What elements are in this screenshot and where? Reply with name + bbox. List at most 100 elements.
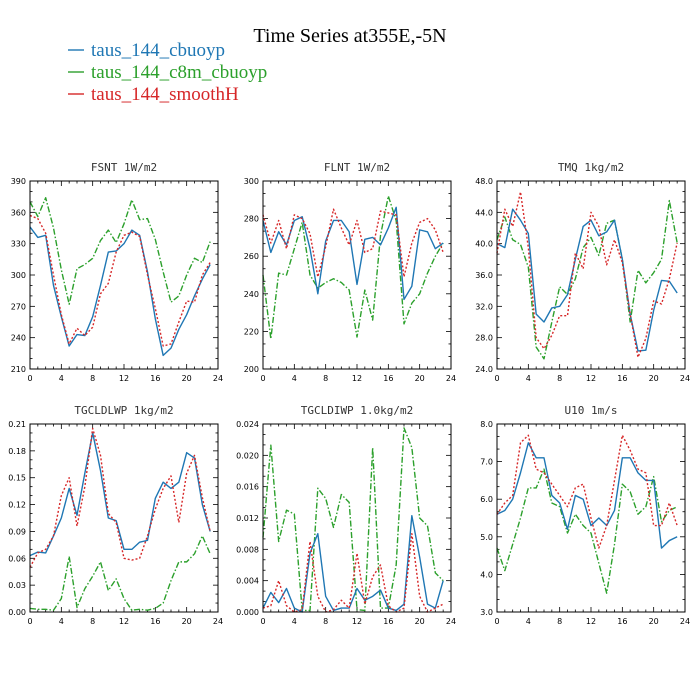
x-tick-label: 0 xyxy=(494,617,499,626)
y-tick-label: 24.0 xyxy=(475,365,493,374)
y-tick-label: 0.21 xyxy=(8,420,26,429)
y-tick-label: 0.020 xyxy=(236,451,259,460)
x-tick-label: 24 xyxy=(446,374,456,383)
panel-title: TGCLDLWP 1kg/m2 xyxy=(74,404,173,417)
legend-item: taus_144_smoothH xyxy=(68,84,239,105)
y-tick-label: 4.0 xyxy=(480,570,493,579)
series-line xyxy=(496,199,678,360)
series-line xyxy=(262,206,444,301)
x-tick-label: 4 xyxy=(526,374,531,383)
y-tick-label: 28.0 xyxy=(475,334,493,343)
y-tick-label: 40.0 xyxy=(475,240,493,249)
legend-label: taus_144_smoothH xyxy=(91,84,239,105)
x-tick-label: 12 xyxy=(352,617,362,626)
y-tick-label: 0.06 xyxy=(8,554,26,563)
x-tick-label: 12 xyxy=(586,374,596,383)
series-line xyxy=(262,532,444,613)
x-tick-label: 4 xyxy=(292,617,297,626)
panels: FSNT 1W/m20 4 8 12 16 20 242102402703003303603… xyxy=(8,161,690,626)
legend-item: taus_144_cbuoyp xyxy=(68,40,225,61)
y-tick-label: 220 xyxy=(244,327,259,336)
x-tick-label: 24 xyxy=(213,617,223,626)
series-line xyxy=(262,195,444,340)
x-tick-label: 12 xyxy=(119,617,129,626)
y-tick-label: 280 xyxy=(244,215,259,224)
y-tick-label: 0.012 xyxy=(236,514,259,523)
y-tick-label: 300 xyxy=(244,177,259,186)
y-tick-label: 0.004 xyxy=(236,577,259,586)
y-tick-label: 0.15 xyxy=(8,474,26,483)
x-tick-label: 4 xyxy=(292,374,297,383)
x-tick-label: 20 xyxy=(182,374,192,383)
panel-title: TGCLDIWP 1.0kg/m2 xyxy=(301,404,414,417)
x-tick-label: 24 xyxy=(213,374,223,383)
x-tick-label: 0 xyxy=(260,617,265,626)
x-tick-label: 16 xyxy=(383,617,393,626)
x-tick-label: 12 xyxy=(119,374,129,383)
legend-label: taus_144_c8m_cbuoyp xyxy=(91,62,267,83)
x-tick-label: 12 xyxy=(586,617,596,626)
x-tick-label: 20 xyxy=(415,617,425,626)
x-tick-label: 4 xyxy=(59,617,64,626)
panel: TGCLDIWP 1.0kg/m2 0 4 8 12 16 20 24 0.000 0.004 0.… xyxy=(236,404,456,626)
y-tick-label: 0.12 xyxy=(8,501,26,510)
x-tick-label: 24 xyxy=(680,374,690,383)
x-tick-label: 16 xyxy=(150,374,160,383)
plot-frame xyxy=(262,423,452,613)
x-tick-label: 8 xyxy=(90,374,95,383)
y-tick-label: 0.03 xyxy=(8,581,26,590)
y-tick-label: 240 xyxy=(244,290,259,299)
legend-item: taus_144_c8m_cbuoyp xyxy=(68,62,267,83)
x-tick-label: 20 xyxy=(649,617,659,626)
y-tick-label: 0.09 xyxy=(8,527,26,536)
y-tick-label: 330 xyxy=(11,240,26,249)
y-tick-label: 0.024 xyxy=(236,420,259,429)
series-line xyxy=(29,214,211,347)
panel: U10 1m/s 0 4 8 12 16 20 24 3.0 4.0 5.0 6.0 7.0 8.0 xyxy=(480,404,690,626)
panel: FLNT 1W/m2 0 4 8 12 16 20 24 200 220 240 260 280 300 xyxy=(244,161,456,383)
y-tick-label: 36.0 xyxy=(475,271,493,280)
series-line xyxy=(262,514,444,613)
series-line xyxy=(29,432,211,557)
x-tick-label: 20 xyxy=(415,374,425,383)
x-tick-label: 8 xyxy=(323,617,328,626)
y-tick-label: 0.000 xyxy=(236,608,259,617)
series-line xyxy=(262,427,444,612)
y-tick-label: 44.0 xyxy=(475,208,493,217)
y-tick-label: 300 xyxy=(11,271,26,280)
panel-title: FLNT 1W/m2 xyxy=(324,161,390,174)
y-tick-label: 7.0 xyxy=(480,458,493,467)
plot-frame xyxy=(29,423,219,613)
panel-title: U10 1m/s xyxy=(565,404,618,417)
y-tick-label: 270 xyxy=(11,302,26,311)
y-tick-label: 210 xyxy=(11,365,26,374)
x-tick-label: 8 xyxy=(557,374,562,383)
y-tick-label: 0.008 xyxy=(236,545,259,554)
series-line xyxy=(496,468,678,594)
x-tick-label: 20 xyxy=(182,617,192,626)
y-tick-label: 200 xyxy=(244,365,259,374)
x-tick-label: 20 xyxy=(649,374,659,383)
figure-title: Time Series at355E,-5N xyxy=(253,25,446,47)
y-tick-label: 0.18 xyxy=(8,447,26,456)
y-tick-label: 32.0 xyxy=(475,302,493,311)
x-tick-label: 16 xyxy=(150,617,160,626)
plot-frame xyxy=(496,180,686,370)
y-tick-label: 5.0 xyxy=(480,533,493,542)
panel: TGCLDLWP 1kg/m2 0 4 8 12 16 20 24 0.00 0.03 0.06 0.… xyxy=(8,404,223,626)
x-tick-label: 0 xyxy=(27,374,32,383)
x-tick-label: 24 xyxy=(680,617,690,626)
y-tick-label: 0.016 xyxy=(236,483,259,492)
x-tick-label: 8 xyxy=(557,617,562,626)
y-tick-label: 260 xyxy=(244,252,259,261)
plot-frame xyxy=(29,180,219,370)
x-tick-label: 8 xyxy=(323,374,328,383)
series-line xyxy=(496,442,678,549)
x-tick-label: 16 xyxy=(617,374,627,383)
x-tick-label: 24 xyxy=(446,617,456,626)
series-line xyxy=(29,427,211,568)
y-tick-label: 3.0 xyxy=(480,608,493,617)
x-tick-label: 0 xyxy=(260,374,265,383)
panel-title: FSNT 1W/m2 xyxy=(91,161,157,174)
